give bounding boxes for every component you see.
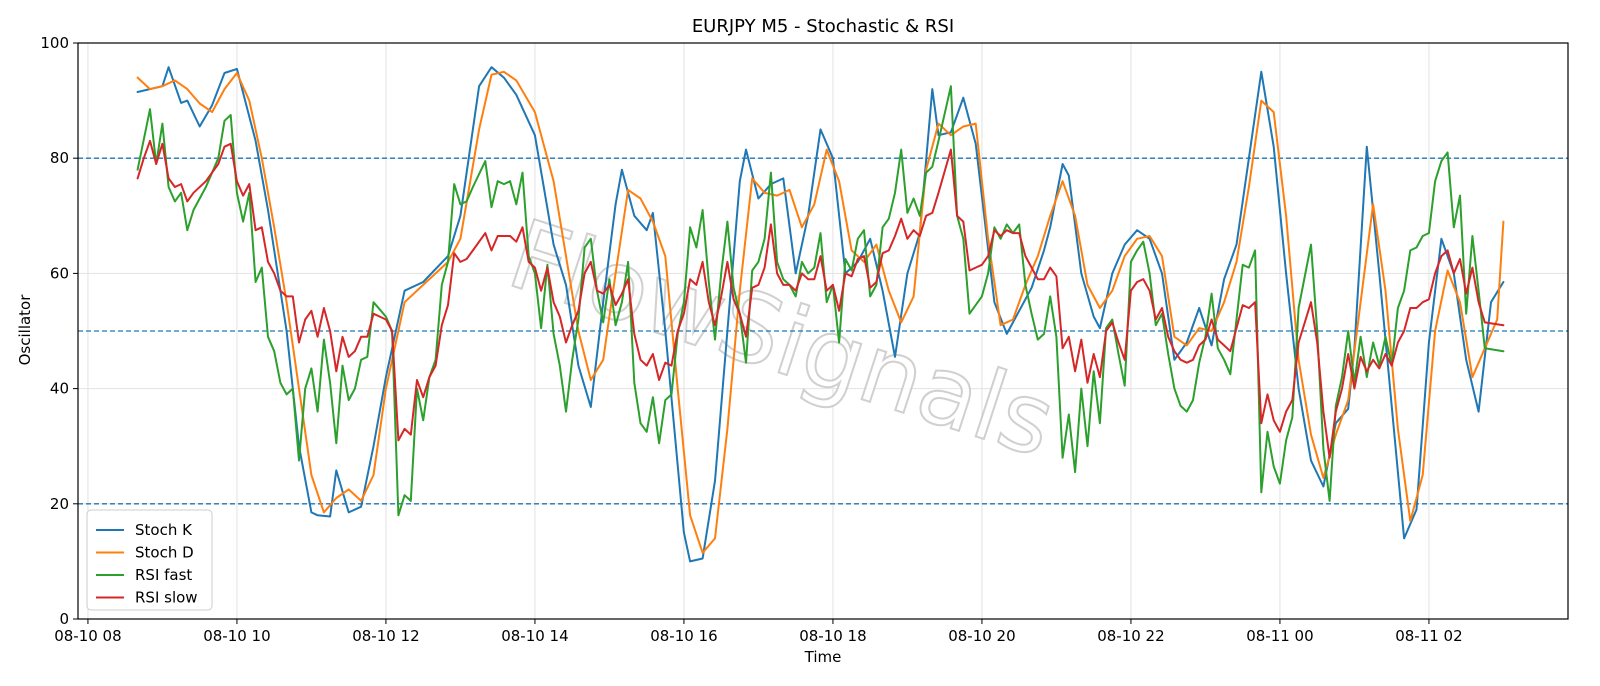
series-lines: [136, 66, 1505, 563]
legend-label-rsi-slow: RSI slow: [135, 589, 198, 607]
legend-label-stoch-k: Stoch K: [135, 521, 193, 539]
y-tick-label: 100: [40, 34, 69, 52]
legend-box: [86, 509, 213, 611]
y-tick-label: 40: [50, 380, 69, 398]
x-tick-label: 08-10 10: [203, 627, 270, 645]
x-tick-label: 08-11 02: [1395, 627, 1462, 645]
reference-lines: [78, 157, 1568, 505]
x-axis-label: Time: [804, 648, 842, 666]
y-axis-label: Oscillator: [16, 294, 34, 366]
y-tick-label: 0: [59, 610, 69, 628]
y-tick-label: 80: [50, 149, 69, 167]
x-tick-label: 08-10 20: [948, 627, 1015, 645]
legend: Stoch K Stoch D RSI fast RSI slow: [86, 509, 213, 611]
series-line-rsi-fast: [136, 85, 1505, 517]
y-axis: 0 20 40 60 80 100: [40, 34, 78, 628]
legend-label-stoch-d: Stoch D: [135, 544, 194, 562]
legend-label-rsi-fast: RSI fast: [135, 566, 192, 584]
x-tick-label: 08-11 00: [1246, 627, 1313, 645]
y-tick-label: 60: [50, 264, 69, 282]
x-tick-label: 08-10 16: [650, 627, 717, 645]
x-tick-label: 08-10 14: [501, 627, 568, 645]
series-line-stoch-d: [136, 70, 1505, 554]
x-tick-label: 08-10 18: [799, 627, 866, 645]
x-tick-label: 08-10 08: [54, 627, 121, 645]
x-axis: 08-10 08 08-10 10 08-10 12 08-10 14 08-10 16…: [54, 619, 1463, 645]
series-line-rsi-slow: [136, 139, 1505, 459]
x-tick-label: 08-10 22: [1097, 627, 1164, 645]
plot-frame: [77, 42, 1569, 620]
y-tick-label: 20: [50, 495, 69, 513]
x-tick-label: 08-10 12: [352, 627, 419, 645]
chart-title: EURJPY M5 - Stochastic & RSI: [692, 16, 954, 37]
